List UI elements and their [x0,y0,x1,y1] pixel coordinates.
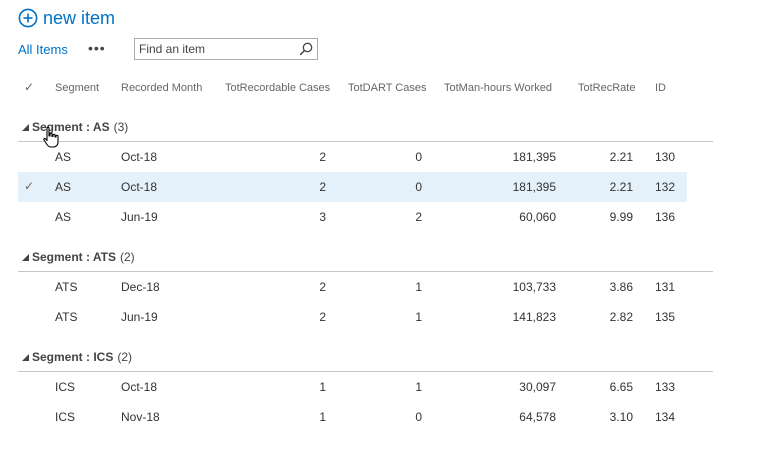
select-all-checkbox[interactable]: ✓ [24,80,35,94]
cell-rec-rate: 3.10 [609,410,633,424]
cell-segment: AS [55,180,72,194]
collapse-triangle-icon [22,123,29,131]
cell-recorded-month: Nov-18 [121,410,160,424]
cell-dart-cases: 1 [415,380,422,394]
cell-recorded-month: Oct-18 [121,150,158,164]
hand-cursor-icon [43,126,59,148]
group-count: (2) [117,350,133,364]
group-count: (2) [120,250,135,264]
cell-recorded-month: Oct-18 [121,380,158,394]
cell-segment: AS [55,210,72,224]
search-icon[interactable] [299,42,313,56]
group-title: Segment : AS [32,120,110,134]
group-count: (3) [113,120,129,134]
group-divider [18,371,713,372]
cell-recordable-cases: 1 [319,380,326,394]
cell-id: 133 [655,380,676,394]
row-checkmark-icon[interactable]: ✓ [24,179,35,193]
cell-id: 135 [655,310,676,324]
cell-recorded-month: Oct-18 [121,180,158,194]
cell-id: 136 [655,210,676,224]
column-header-id[interactable]: ID [655,82,666,94]
cell-dart-cases: 2 [415,210,422,224]
cell-man-hours: 103,733 [512,280,556,294]
cell-rec-rate: 2.21 [609,150,633,164]
table-row[interactable]: AS Jun-19 3 2 60,060 9.99 136 [18,202,687,232]
group-divider [18,271,713,272]
table-row-selected[interactable]: ✓ AS Oct-18 2 0 181,395 2.21 132 [18,172,687,202]
group-title: Segment : ICS [32,350,114,364]
column-header-recorded-month[interactable]: Recorded Month [121,82,203,94]
cell-rec-rate: 6.65 [609,380,633,394]
cell-man-hours: 64,578 [519,410,556,424]
cell-recordable-cases: 2 [319,310,326,324]
cell-segment: ICS [55,380,76,394]
table-row[interactable]: AS Oct-18 2 0 181,395 2.21 130 [18,142,687,172]
new-item-label: new item [43,7,116,28]
column-header-man-hours[interactable]: TotMan-hours Worked [444,82,553,94]
cell-recordable-cases: 3 [319,210,326,224]
group-title: Segment : ATS [32,250,117,264]
collapse-triangle-icon [22,253,29,261]
new-item-button[interactable]: new item [18,6,115,30]
cell-id: 132 [655,180,676,194]
cell-recordable-cases: 2 [319,180,326,194]
cell-segment: AS [55,150,72,164]
cell-man-hours: 141,823 [512,310,556,324]
cell-dart-cases: 1 [415,310,422,324]
column-header-rec-rate[interactable]: TotRecRate [578,82,636,94]
cell-segment: ICS [55,410,76,424]
table-row[interactable]: ICS Nov-18 1 0 64,578 3.10 134 [18,402,687,432]
collapse-triangle-icon [22,353,29,361]
group-header-ics[interactable]: Segment : ICS (2) [22,347,132,367]
cell-recorded-month: Jun-19 [121,310,158,324]
cell-man-hours: 30,097 [519,380,556,394]
cell-dart-cases: 1 [415,280,422,294]
plus-circle-icon [18,8,38,28]
cell-id: 134 [655,410,676,424]
view-all-items-link[interactable]: All Items [18,42,68,57]
group-header-ats[interactable]: Segment : ATS (2) [22,247,135,267]
cell-recordable-cases: 2 [319,280,326,294]
cell-man-hours: 60,060 [519,210,556,224]
search-input[interactable] [139,41,289,57]
cell-dart-cases: 0 [415,410,422,424]
more-options-button[interactable]: ••• [88,40,106,56]
table-row[interactable]: ATS Jun-19 2 1 141,823 2.82 135 [18,302,687,332]
cell-id: 130 [655,150,676,164]
cell-dart-cases: 0 [415,180,422,194]
cell-rec-rate: 2.21 [609,180,633,194]
cell-man-hours: 181,395 [512,150,556,164]
column-header-segment[interactable]: Segment [55,82,100,94]
cell-rec-rate: 9.99 [609,210,633,224]
cell-man-hours: 181,395 [512,180,556,194]
cell-segment: ATS [55,310,78,324]
table-row[interactable]: ICS Oct-18 1 1 30,097 6.65 133 [18,372,687,402]
column-header-dart-cases[interactable]: TotDART Cases [348,82,427,94]
group-header-as[interactable]: Segment : AS (3) [22,117,128,137]
column-header-recordable-cases[interactable]: TotRecordable Cases [225,82,331,94]
cell-segment: ATS [55,280,78,294]
cell-recorded-month: Dec-18 [121,280,160,294]
cell-recordable-cases: 2 [319,150,326,164]
cell-recordable-cases: 1 [319,410,326,424]
search-box [134,38,318,60]
cell-dart-cases: 0 [415,150,422,164]
cell-rec-rate: 3.86 [609,280,633,294]
table-row[interactable]: ATS Dec-18 2 1 103,733 3.86 131 [18,272,687,302]
group-divider [18,141,713,142]
cell-id: 131 [655,280,676,294]
cell-rec-rate: 2.82 [609,310,633,324]
cell-recorded-month: Jun-19 [121,210,158,224]
